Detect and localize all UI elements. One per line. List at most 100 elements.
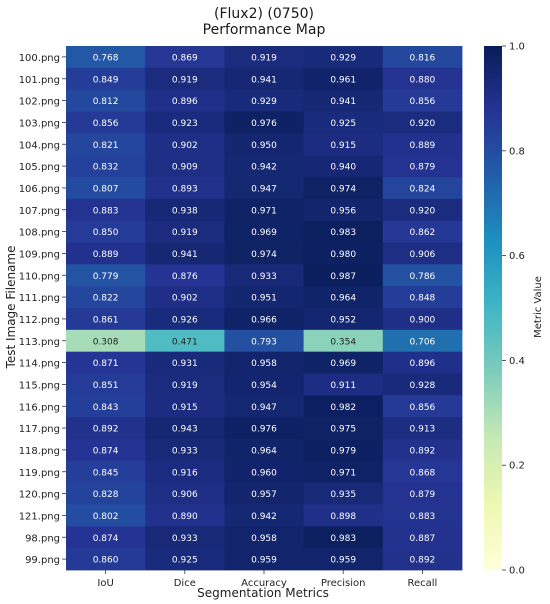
heatmap-cell (66, 177, 146, 200)
heatmap-cell (224, 526, 304, 549)
heatmap-cell (145, 351, 225, 374)
heatmap-cell (66, 351, 146, 374)
y-axis-label: Test Image Filename (4, 246, 18, 370)
heatmap-cell (224, 111, 304, 134)
cell-value-label: 0.869 (172, 53, 198, 63)
y-tick-label: 105.png (19, 162, 60, 173)
heatmap-cell (224, 264, 304, 287)
cell-value-label: 0.959 (330, 556, 356, 566)
heatmap-cell (303, 460, 384, 484)
heatmap-cell (66, 417, 146, 440)
heatmap-cell (303, 155, 384, 178)
y-tick-label: 114.png (19, 359, 60, 370)
x-tick-label: Dice (174, 578, 196, 589)
cell-value-label: 0.861 (93, 315, 119, 325)
cell-value-label: 0.902 (172, 294, 198, 304)
cell-value-label: 0.983 (330, 228, 356, 238)
heatmap-cell (66, 133, 146, 156)
heatmap-cell (145, 264, 225, 287)
cell-value-label: 0.915 (330, 141, 356, 151)
heatmap-cell (145, 111, 225, 134)
cell-value-label: 0.983 (330, 534, 356, 544)
cell-value-label: 0.879 (410, 163, 436, 173)
heatmap-cell (66, 526, 146, 549)
y-tick-label: 100.png (19, 53, 60, 64)
heatmap-cell (303, 264, 384, 287)
cell-value-label: 0.871 (93, 359, 119, 369)
heatmap-cell (303, 111, 384, 134)
cell-value-label: 0.976 (251, 425, 277, 435)
cell-value-label: 0.821 (93, 141, 119, 151)
cell-value-label: 0.876 (172, 272, 198, 282)
heatmap-cell (66, 460, 146, 484)
heatmap-cell (224, 198, 304, 222)
heatmap-cell (224, 155, 304, 178)
cell-value-label: 0.883 (410, 512, 436, 522)
heatmap-cell-labels: 0.768 0.869 0.919 0.929 0.816 0.849 0.919 0.941… (93, 53, 436, 565)
heatmap-cell (224, 351, 304, 374)
heatmap-cell (382, 242, 463, 265)
heatmap-cell (303, 286, 384, 309)
heatmap-cell (382, 395, 463, 418)
heatmap-cell (303, 67, 384, 91)
cell-value-label: 0.938 (172, 206, 198, 216)
y-tick-label: 121.png (19, 511, 60, 522)
heatmap-cell (145, 46, 225, 69)
cell-value-label: 0.964 (251, 446, 277, 456)
heatmap-cell (382, 460, 463, 484)
cell-value-label: 0.941 (330, 97, 356, 107)
cell-value-label: 0.851 (93, 381, 119, 391)
heatmap-cell (145, 548, 225, 571)
y-tick-label: 103.png (19, 118, 60, 129)
heatmap-cell (382, 417, 463, 440)
colorbar-tick-label: 0.6 (509, 251, 525, 262)
heatmap-cell (224, 133, 304, 156)
heatmap-cell (303, 242, 384, 265)
cell-value-label: 0.893 (172, 184, 198, 194)
colorbar-tick-label: 0.8 (509, 146, 525, 157)
y-tick-label: 115.png (19, 380, 60, 391)
heatmap-cell (303, 395, 384, 418)
cell-value-label: 0.950 (251, 141, 277, 151)
cell-value-label: 0.941 (172, 250, 198, 260)
x-axis-label: Segmentation Metrics (197, 586, 329, 600)
cell-value-label: 0.889 (93, 250, 119, 260)
cell-value-label: 0.896 (172, 97, 198, 107)
cell-value-label: 0.824 (410, 184, 436, 194)
cell-value-label: 0.906 (172, 490, 198, 500)
cell-value-label: 0.874 (93, 446, 119, 456)
cell-value-label: 0.843 (93, 403, 119, 413)
heatmap-cell (145, 89, 225, 112)
heatmap-cell (224, 439, 304, 462)
heatmap-cell (66, 264, 146, 287)
heatmap-cell (303, 89, 384, 112)
cell-value-label: 0.911 (330, 381, 356, 391)
cell-value-label: 0.919 (172, 381, 198, 391)
cell-value-label: 0.916 (172, 468, 198, 478)
cell-value-label: 0.892 (410, 556, 436, 566)
cell-value-label: 0.832 (93, 163, 119, 173)
cell-value-label: 0.976 (251, 119, 277, 129)
cell-value-label: 0.982 (330, 403, 356, 413)
heatmap-cell (66, 242, 146, 265)
heatmap-cell (224, 460, 304, 484)
heatmap-cell (66, 373, 146, 396)
cell-value-label: 0.975 (330, 425, 356, 435)
y-tick-label: 102.png (19, 97, 60, 108)
cell-value-label: 0.971 (330, 468, 356, 478)
cell-value-label: 0.849 (93, 75, 119, 85)
heatmap-cell (224, 220, 304, 243)
cell-value-label: 0.816 (410, 53, 436, 63)
cell-value-label: 0.308 (93, 337, 119, 347)
cell-value-label: 0.943 (172, 425, 198, 435)
x-axis-ticks: IoU Dice Accuracy Precision Recall (97, 570, 437, 589)
cell-value-label: 0.862 (410, 228, 436, 238)
heatmap-cell (224, 67, 304, 91)
heatmap-cell (145, 177, 225, 200)
heatmap-cell (224, 89, 304, 112)
cell-value-label: 0.786 (410, 272, 436, 282)
heatmap-cell (145, 482, 225, 505)
x-tick-label: Recall (407, 578, 437, 589)
cell-value-label: 0.909 (172, 163, 198, 173)
heatmap-cell (66, 395, 146, 418)
